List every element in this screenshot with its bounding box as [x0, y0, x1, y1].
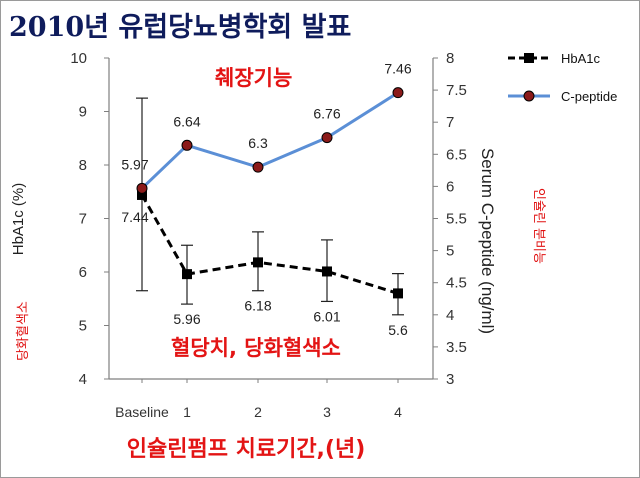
x-axis-title: 인슐린펌프 치료기간,(년) — [127, 437, 366, 462]
hba1c-point — [137, 189, 147, 200]
left-tick-label: 8 — [79, 157, 87, 174]
c-peptide-data-label: 6.3 — [248, 135, 268, 151]
left-tick-label: 5 — [79, 318, 87, 335]
x-tick-label: 1 — [183, 404, 191, 420]
glucose-annotation: 혈당치, 당화혈색소 — [171, 336, 341, 360]
c-peptide-line — [140, 91, 399, 190]
left-axis-title: HbA1c (%) — [10, 183, 27, 256]
c-peptide-point — [392, 87, 404, 99]
legend-hba1c-marker — [524, 53, 534, 63]
hba1c-point — [253, 257, 263, 268]
left-tick-label: 9 — [79, 104, 87, 121]
hba1c-point — [322, 266, 332, 277]
right-axis-title: Serum C-peptide (ng/ml) — [478, 148, 497, 334]
right-tick-label: 3.5 — [446, 339, 467, 356]
left-tick-label: 7 — [79, 211, 87, 228]
right-tick-label: 4 — [446, 307, 454, 324]
right-tick-label: 4.5 — [446, 275, 467, 292]
c-peptide-point — [321, 132, 333, 144]
legend-c-peptide-label: C-peptide — [561, 89, 617, 104]
right-tick-label: 3 — [446, 371, 454, 388]
left-tick-label: 4 — [79, 371, 87, 388]
hba1c-line — [140, 194, 399, 295]
hba1c-point — [182, 269, 192, 280]
right-tick-label: 6 — [446, 178, 454, 195]
legend-hba1c-label: HbA1c — [561, 51, 601, 66]
c-peptide-data-label: 6.76 — [313, 106, 340, 122]
page-title: 2010년 유럽당뇨병학회 발표 — [9, 12, 352, 43]
pancreas-function-annotation: 췌장기능 — [215, 66, 292, 90]
left-tick-label: 10 — [70, 50, 87, 67]
right-tick-label: 5 — [446, 243, 454, 260]
right-axis-note: 인슐린 분비능 — [531, 188, 546, 264]
right-tick-label: 7 — [446, 114, 454, 131]
x-tick-label: Baseline — [115, 404, 169, 420]
hba1c-data-label: 6.01 — [313, 308, 340, 324]
right-tick-label: 7.5 — [446, 82, 467, 99]
c-peptide-point — [136, 182, 148, 194]
x-tick-label: 4 — [394, 404, 402, 420]
x-tick-label: 2 — [254, 404, 262, 420]
right-tick-label: 6.5 — [446, 146, 467, 163]
hba1c-data-label: 6.18 — [244, 298, 271, 314]
hba1c-data-label: 5.96 — [173, 311, 200, 327]
left-tick-label: 6 — [79, 264, 87, 281]
left-axis-note: 당화혈색소 — [16, 301, 31, 361]
hba1c-point — [393, 288, 403, 299]
c-peptide-data-label: 6.64 — [173, 113, 200, 129]
c-peptide-data-label: 5.97 — [121, 156, 148, 172]
x-tick-label: 3 — [323, 404, 331, 420]
hba1c-data-label: 5.6 — [388, 322, 408, 338]
right-tick-label: 8 — [446, 50, 454, 67]
legend-c-peptide-marker — [523, 90, 535, 102]
c-peptide-point — [181, 139, 193, 151]
c-peptide-data-label: 7.46 — [384, 61, 411, 77]
right-tick-label: 5.5 — [446, 211, 467, 228]
hba1c-data-label: 7.44 — [121, 209, 148, 225]
c-peptide-point — [252, 161, 264, 173]
